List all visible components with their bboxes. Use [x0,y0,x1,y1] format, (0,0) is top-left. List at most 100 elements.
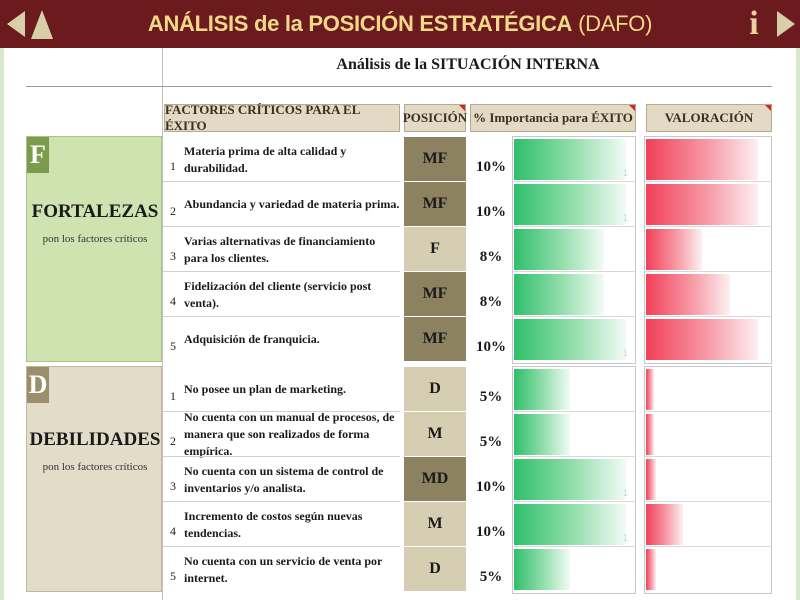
importance-bar-value: 1 [622,533,628,543]
info-button[interactable]: i [740,6,768,42]
importance-percent[interactable]: 10% [476,524,506,540]
row-divider [163,456,400,457]
page-title-main: ANÁLISIS de la POSICIÓN ESTRATÉGICA [147,11,573,36]
importance-bar [514,369,570,410]
importance-percent[interactable]: 10% [476,479,506,495]
column-header-importance: % Importancia para ÉXITO [470,104,636,132]
arrow-left-icon [7,11,25,37]
importance-percent[interactable]: 5% [479,434,503,450]
weaknesses-title: DEBILIDADES [29,429,161,450]
row-number: 3 [170,479,176,493]
valuation-bar-cell [646,317,770,362]
valuation-bar-cell [646,412,770,457]
importance-bar-cell [514,227,634,272]
valuation-bar-cell [646,502,770,547]
importance-percent[interactable]: 10% [476,339,506,355]
position-select[interactable]: D [404,367,466,412]
position-select[interactable]: MD [404,457,466,502]
grid-line [644,181,772,182]
valuation-bar [646,414,654,455]
strength-factor-text[interactable]: Varias alternativas de financiamiento pa… [184,233,376,265]
importance-bar-cell [514,272,634,317]
column-header-factors-label: FACTORES CRÍTICOS PARA EL ÉXITO [165,102,360,133]
grid-line [512,456,636,457]
strengths-hint: pon los factores críticos [42,233,148,245]
valuation-bar-cell [646,457,770,502]
valuation-bar-cell [646,182,770,227]
importance-bar-cell: 1 [514,182,634,227]
valuation-bar [646,139,758,180]
weakness-factor-text[interactable]: No cuenta con un servicio de venta por i… [184,553,383,585]
importance-bar [514,139,626,180]
column-header-position-label: POSICIÓN [402,110,468,125]
position-select[interactable]: MF [404,137,466,182]
importance-bar [514,229,604,270]
importance-bar [514,274,604,315]
row-number: 5 [170,569,176,583]
strength-factor-text[interactable]: Fidelización del cliente (servicio post … [184,278,372,310]
importance-bar-value: 1 [622,168,628,178]
position-select[interactable]: MF [404,182,466,227]
importance-bar-value: 1 [622,213,628,223]
importance-bar [514,319,626,360]
strength-factor-text[interactable]: Adquisición de franquicia. [184,332,320,346]
comment-marker[interactable] [765,105,771,111]
row-number: 5 [170,339,176,353]
weakness-factor-text[interactable]: No posee un plan de marketing. [184,382,347,396]
back-button[interactable] [0,0,32,48]
divider-vertical [162,48,163,600]
valuation-bar-cell [646,367,770,412]
row-number: 1 [170,159,176,173]
comment-marker[interactable] [459,105,465,111]
grid-line [512,271,636,272]
grid-line [644,546,772,547]
strength-factor-text[interactable]: Abundancia y variedad de materia prima. [184,197,400,211]
grid-line [644,226,772,227]
importance-percent[interactable]: 8% [479,294,503,310]
importance-bar [514,414,570,455]
position-select[interactable]: F [404,227,466,272]
position-select[interactable]: M [404,412,466,457]
section-subtitle: Análisis de la SITUACIÓN INTERNA [336,56,600,73]
importance-bar-value: 1 [622,348,628,358]
valuation-bar-cell [646,547,770,592]
weaknesses-letter: D [27,367,49,403]
weakness-factor-text[interactable]: Incremento de costos según nuevas tenden… [184,508,363,540]
importance-percent[interactable]: 10% [476,159,506,175]
forward-button[interactable] [770,0,800,48]
grid-line [644,271,772,272]
weakness-factor-text[interactable]: No cuenta con un sistema de control de i… [184,463,384,495]
home-button[interactable] [26,0,58,48]
info-icon: i [749,5,759,42]
arrow-right-icon [777,11,795,37]
importance-percent[interactable]: 5% [479,389,503,405]
row-number: 1 [170,389,176,403]
valuation-bar [646,504,683,545]
grid-line [512,226,636,227]
weakness-factor-text[interactable]: No cuenta con un manual de procesos, de … [184,410,395,458]
title-bar: ANÁLISIS de la POSICIÓN ESTRATÉGICA (DAF… [0,0,800,48]
importance-bar [514,184,626,225]
strengths-panel: F FORTALEZAS pon los factores críticos [26,136,162,362]
valuation-bar [646,274,730,315]
position-select[interactable]: MF [404,317,466,362]
page-title-dafo: (DAFO) [578,11,653,36]
importance-bar-cell: 1 [514,457,634,502]
strengths-title: FORTALEZAS [31,201,159,222]
row-number: 4 [170,294,176,308]
comment-marker[interactable] [629,105,635,111]
importance-bar-cell: 1 [514,317,634,362]
position-select[interactable]: D [404,547,466,592]
importance-percent[interactable]: 5% [479,569,503,585]
row-divider [163,316,400,317]
column-header-factors: FACTORES CRÍTICOS PARA EL ÉXITO [164,102,400,133]
valuation-frame-weaknesses [644,366,772,594]
position-select[interactable]: M [404,502,466,547]
grid-line [644,411,772,412]
importance-percent[interactable]: 10% [476,204,506,220]
strength-factor-text[interactable]: Materia prima de alta calidad y durabili… [184,143,347,175]
importance-percent[interactable]: 8% [479,249,503,265]
row-number: 2 [170,434,176,448]
position-select[interactable]: MF [404,272,466,317]
row-number: 2 [170,204,176,218]
